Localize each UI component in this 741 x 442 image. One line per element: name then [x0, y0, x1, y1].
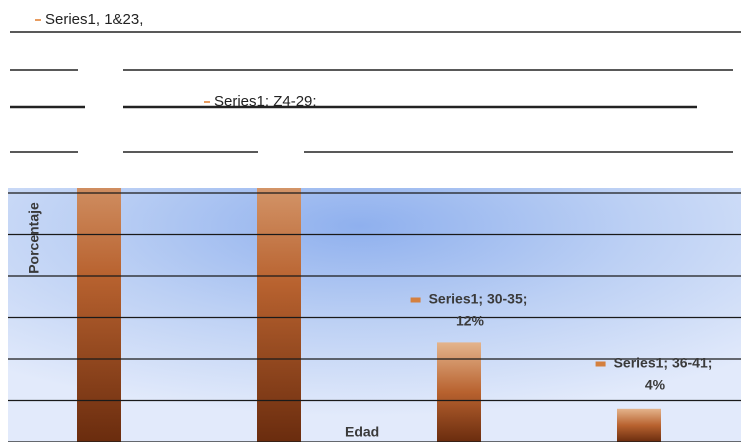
x-axis-title: Edad	[345, 424, 379, 440]
value-label: 12%	[456, 313, 485, 329]
data-label: Series1; 30-35;	[429, 291, 528, 307]
plot	[8, 188, 741, 442]
data-label: Series1, 1&23,	[45, 11, 143, 28]
bar	[77, 188, 121, 442]
header-rules	[10, 19, 741, 153]
data-label: Series1; 36-41;	[614, 355, 713, 371]
value-label: 4%	[645, 377, 666, 393]
bar	[617, 408, 661, 442]
plot-background	[8, 188, 741, 442]
data-label: Series1; Z4-29;	[214, 93, 317, 110]
legend-key	[410, 297, 421, 303]
bar	[257, 188, 301, 442]
legend-key	[595, 361, 606, 367]
bar	[437, 342, 481, 442]
y-axis-title: Porcentaje	[26, 202, 42, 274]
